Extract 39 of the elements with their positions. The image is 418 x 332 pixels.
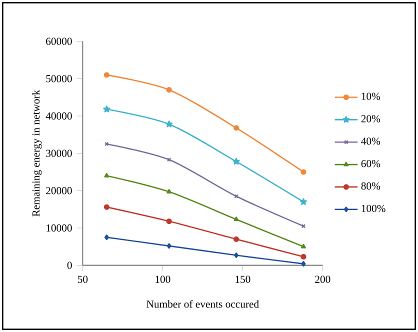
x-tick-label: 200 [315, 276, 330, 283]
y-tick-label: 40000 [46, 112, 72, 120]
point [233, 125, 240, 131]
point [104, 72, 110, 78]
point [234, 216, 239, 222]
legend-label: 80% [361, 182, 380, 190]
x-tick-label: 150 [236, 276, 250, 283]
point [166, 188, 172, 194]
point [104, 204, 110, 210]
point [301, 261, 306, 267]
point [300, 169, 306, 175]
legend-label: 60% [361, 160, 380, 168]
legend-label: 10% [362, 92, 380, 100]
x-axis-title: Number of events occured [146, 300, 259, 308]
y-tick-label: 50000 [46, 75, 72, 82]
point [103, 106, 110, 112]
y-tick-label: 10000 [46, 224, 72, 232]
point [232, 158, 240, 165]
point [104, 172, 110, 178]
point [104, 234, 109, 240]
legend-label: 40% [361, 138, 380, 145]
point [166, 243, 172, 249]
point [300, 254, 306, 260]
point [234, 252, 239, 258]
y-axis-title: Remaining energy in network [32, 90, 42, 216]
y-tick-label: 30000 [46, 150, 72, 157]
point [166, 87, 172, 93]
x-tick-label: 50 [78, 276, 88, 283]
point [166, 218, 172, 224]
x-tick-label: 100 [156, 276, 170, 283]
legend-label: 20% [361, 115, 380, 122]
point [233, 236, 240, 242]
y-tick-label: 60000 [46, 38, 72, 45]
y-tick-label: 0 [67, 262, 72, 269]
point [300, 244, 306, 248]
y-tick-label: 20000 [46, 187, 72, 194]
point [300, 198, 307, 205]
point [166, 120, 173, 128]
legend-label: 100% [362, 204, 386, 212]
